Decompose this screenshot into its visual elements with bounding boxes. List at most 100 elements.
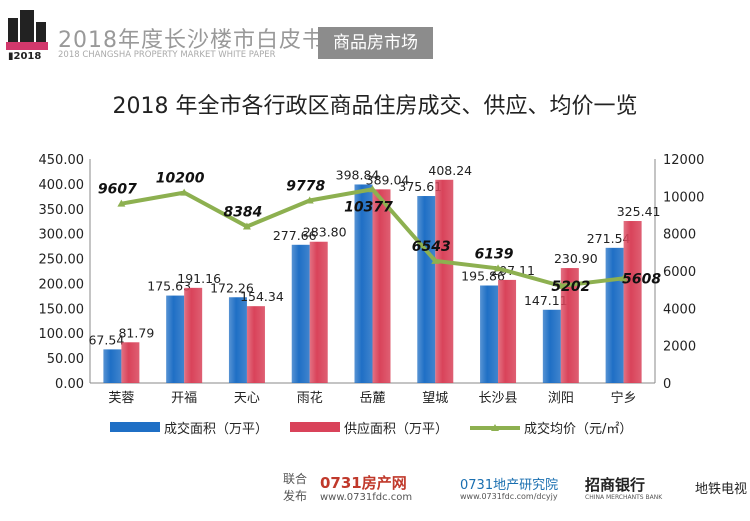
bar-deal-area <box>166 295 185 383</box>
price-marker <box>368 185 377 193</box>
legend-label: 成交均价（元/㎡） <box>524 421 632 437</box>
left-tick-label: 0.00 <box>55 377 84 392</box>
bar-data-label: 271.54 <box>587 231 631 246</box>
bar-data-label: 195.86 <box>461 269 505 284</box>
legend-marker-icon <box>491 424 499 431</box>
header-subtitle: 2018 CHANGSHA PROPERTY MARKET WHITE PAPE… <box>58 50 276 60</box>
bar-data-label: 375.61 <box>398 179 442 194</box>
category-label: 天心 <box>234 391 260 406</box>
category-label: 望城 <box>422 390 448 406</box>
price-marker <box>242 222 251 230</box>
category-label: 开福 <box>171 391 197 406</box>
chart-title: 2018 年全市各行政区商品住房成交、供应、均价一览 <box>112 94 638 119</box>
bar-data-label: 147.11 <box>524 293 568 308</box>
right-tick-label: 0 <box>663 377 671 392</box>
category-label: 长沙县 <box>479 391 518 406</box>
right-tick-label: 6000 <box>663 265 696 280</box>
price-marker <box>619 274 628 282</box>
logo-icon: ▮2018 <box>6 10 48 60</box>
bar-data-label: 277.66 <box>273 228 317 243</box>
left-tick-label: 50.00 <box>47 352 84 367</box>
right-tick-label: 4000 <box>663 302 696 317</box>
legend-label: 成交面积（万平） <box>164 421 268 437</box>
bar-data-label: 67.54 <box>88 332 124 347</box>
bar-supply-area <box>309 241 328 383</box>
partner-institute-url: www.0731fdc.com/dcyjy <box>460 492 558 501</box>
partner-cmb: 招商银行 <box>585 476 646 494</box>
bar-data-label: 191.16 <box>177 271 221 286</box>
price-data-label: 5608 <box>622 271 661 287</box>
bar-deal-area <box>291 244 310 383</box>
price-data-label: 10200 <box>156 171 205 187</box>
price-marker <box>431 256 440 264</box>
bar-supply-area <box>246 306 265 383</box>
bar-data-label: 154.34 <box>240 289 284 304</box>
bar-data-label: 398.84 <box>336 167 380 182</box>
price-data-label: 6543 <box>412 239 451 255</box>
category-label: 雨花 <box>297 390 323 406</box>
bar-deal-area <box>354 184 373 383</box>
bar-data-label: 389.04 <box>366 172 410 187</box>
price-data-label: 10377 <box>344 199 393 215</box>
price-data-label: 6139 <box>475 246 514 262</box>
partner-0731fdc: 0731房产网 <box>320 474 407 492</box>
bar-data-label: 81.79 <box>118 325 154 340</box>
left-tick-label: 350.00 <box>39 203 85 218</box>
left-tick-label: 450.00 <box>39 153 85 168</box>
partner-cmb-en: CHINA MERCHANTS BANK <box>585 494 663 501</box>
left-tick-label: 100.00 <box>39 327 85 342</box>
bar-deal-area <box>103 349 122 383</box>
price-data-label: 9778 <box>286 178 325 194</box>
price-marker <box>305 196 314 204</box>
bar-deal-area <box>542 309 561 383</box>
bar-deal-area <box>480 285 499 383</box>
bar-data-label: 230.90 <box>554 251 598 266</box>
footer-joint: 联合 发布 <box>283 472 308 503</box>
bar-supply-area <box>560 268 579 383</box>
bar-supply-area <box>435 179 454 383</box>
legend-label: 供应面积（万平） <box>344 421 448 437</box>
partner-metro-tv: 地铁电视 <box>695 482 748 497</box>
bar-deal-area <box>417 196 436 383</box>
chart: 0.00 50.00 100.00 150.00 200.00 250.00 300.00 3… <box>39 153 705 437</box>
left-tick-label: 400.00 <box>39 178 85 193</box>
section-tag: 商品房市场 <box>318 27 433 59</box>
category-label: 宁乡 <box>611 390 637 406</box>
right-tick-label: 10000 <box>663 190 704 205</box>
legend-swatch <box>110 422 160 432</box>
left-tick-label: 150.00 <box>39 302 85 317</box>
left-tick-label: 250.00 <box>39 253 85 268</box>
category-label: 浏阳 <box>548 390 574 406</box>
partner-0731fdc-url: www.0731fdc.com <box>320 492 413 503</box>
partner-institute: 0731地产研究院 <box>460 478 559 493</box>
bar-deal-area <box>605 247 624 383</box>
header-title: 2018年度长沙楼市白皮书 <box>58 28 325 53</box>
bar-data-label: 175.63 <box>147 279 191 294</box>
price-data-label: 9607 <box>98 182 137 198</box>
price-data-label: 5202 <box>551 279 590 295</box>
price-marker <box>180 188 189 196</box>
price-data-label: 8384 <box>223 204 262 220</box>
bar-data-label: 283.80 <box>303 225 347 240</box>
svg-text:▮2018: ▮2018 <box>8 51 41 60</box>
right-tick-label: 2000 <box>663 340 696 355</box>
price-marker <box>117 199 126 207</box>
left-tick-label: 300.00 <box>39 228 85 243</box>
left-tick-label: 200.00 <box>39 277 85 292</box>
bar-supply-area <box>372 189 391 383</box>
header: ▮2018 2018年度长沙楼市白皮书 2018 CHANGSHA PROPER… <box>0 0 750 60</box>
price-marker <box>556 281 565 289</box>
legend-swatch <box>290 422 340 432</box>
bar-data-label: 172.26 <box>210 280 254 295</box>
bar-data-label: 408.24 <box>428 163 472 178</box>
bar-supply-area <box>121 342 140 383</box>
price-marker <box>494 264 503 272</box>
bar-deal-area <box>228 297 247 383</box>
bar-supply-area <box>184 287 203 383</box>
bar-supply-area <box>623 221 642 383</box>
right-tick-label: 12000 <box>663 153 704 168</box>
category-label: 岳麓 <box>359 391 385 406</box>
bar-supply-area <box>498 279 517 383</box>
category-label: 芙蓉 <box>108 391 134 406</box>
bar-data-label: 325.41 <box>617 204 661 219</box>
